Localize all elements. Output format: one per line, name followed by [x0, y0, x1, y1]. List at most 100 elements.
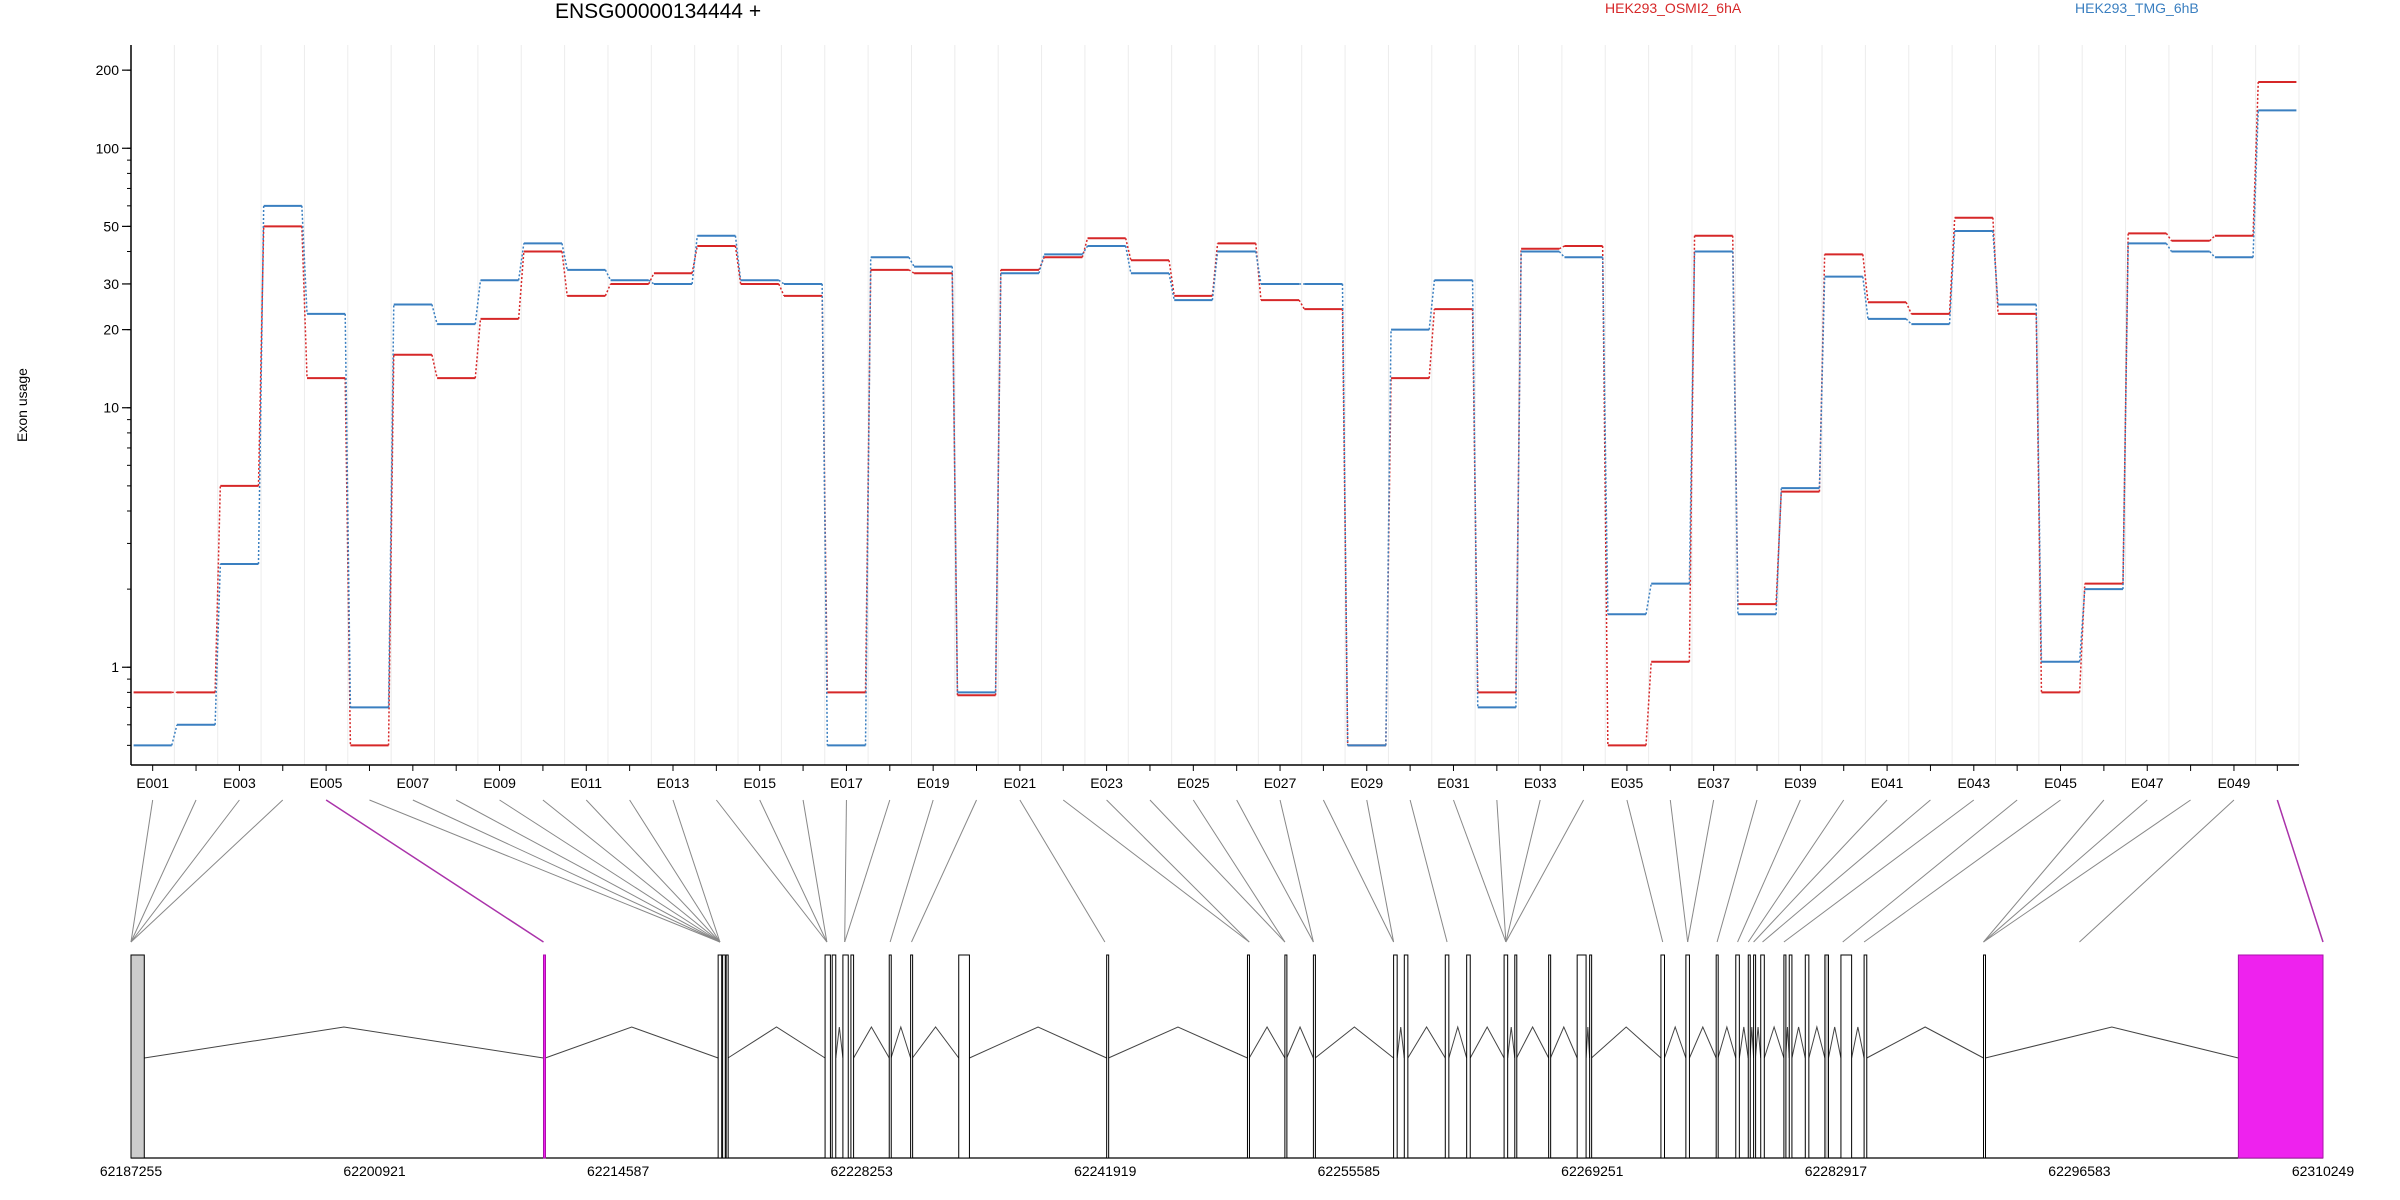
- series-connector: [1905, 318, 1912, 325]
- series-connector: [1601, 257, 1609, 615]
- genomic-position-label: 62214587: [587, 1163, 650, 1179]
- x-tick-label: E031: [1437, 775, 1470, 791]
- exon-box: [1760, 954, 1765, 1159]
- intron-line: [727, 1026, 826, 1059]
- series-connector: [561, 243, 568, 270]
- intron-line: [1516, 1025, 1550, 1059]
- series-connector: [561, 251, 568, 296]
- exon-connector: [1747, 799, 1845, 943]
- intron-line: [1738, 1026, 1749, 1059]
- legend-item-osmi2: HEK293_OSMI2_6hA: [1605, 0, 1742, 16]
- exon-box: [1788, 954, 1793, 1159]
- exon-connector: [1783, 799, 1975, 943]
- exon-box: [824, 954, 831, 1159]
- series-connector: [1168, 273, 1175, 301]
- exon-box: [958, 954, 970, 1159]
- series-connector: [171, 724, 178, 746]
- intron-line: [912, 1026, 960, 1059]
- intron-line: [1507, 1026, 1516, 1059]
- series-connector: [2035, 313, 2043, 693]
- x-tick-label: E049: [2218, 775, 2251, 791]
- series-connector: [1471, 280, 1479, 708]
- series-connector: [1298, 299, 1305, 310]
- intron-line: [1688, 1025, 1717, 1059]
- series-connector: [1255, 251, 1262, 285]
- exon-connector: [1279, 799, 1314, 943]
- intron-line: [1448, 1025, 1468, 1059]
- exon-connector: [1863, 799, 2061, 943]
- exon-box: [1503, 954, 1509, 1159]
- series-connector: [2078, 589, 2086, 662]
- genomic-position-label: 62228253: [831, 1163, 894, 1179]
- x-tick-label: E023: [1090, 775, 1123, 791]
- exon-connector: [1019, 799, 1106, 943]
- series-connector: [2209, 251, 2216, 258]
- exon-connector: [672, 799, 721, 943]
- intron-line: [1791, 1026, 1806, 1059]
- exon-connector: [759, 799, 828, 943]
- x-tick-label: E015: [743, 775, 776, 791]
- exon-box: [1824, 954, 1829, 1159]
- exon-connector: [715, 799, 828, 943]
- series-connector: [1601, 246, 1609, 746]
- intron-line: [1763, 1025, 1785, 1059]
- intron-line: [1754, 1026, 1762, 1059]
- series-connector: [1168, 260, 1175, 296]
- exon-connector: [499, 799, 721, 943]
- exon-connector: [1149, 799, 1286, 943]
- x-tick-label: E025: [1177, 775, 1210, 791]
- exon-connector: [1366, 799, 1395, 943]
- exon-box: [1783, 954, 1787, 1159]
- y-tick-label: 1: [111, 659, 119, 675]
- exon-box: [1863, 954, 1868, 1159]
- intron-line: [1396, 1026, 1405, 1059]
- exon-box: [1983, 954, 1987, 1159]
- intron-line: [1585, 1026, 1591, 1059]
- exon-box: [542, 954, 546, 1159]
- x-tick-label: E009: [483, 775, 516, 791]
- exon-connector: [1716, 799, 1758, 943]
- series-connector: [257, 226, 265, 486]
- exon-box: [2237, 954, 2324, 1159]
- intron-line: [1248, 1025, 1286, 1059]
- exon-box: [1840, 954, 1853, 1159]
- x-tick-label: E007: [396, 775, 429, 791]
- exon-box: [1246, 954, 1250, 1159]
- exon-connector: [2276, 799, 2324, 943]
- exon-connector: [1983, 799, 2148, 943]
- exon-connector: [1626, 799, 1664, 943]
- exon-box: [1548, 954, 1552, 1159]
- series-connector: [1688, 251, 1696, 584]
- exon-box: [1660, 954, 1665, 1159]
- exon-connector: [1983, 799, 2191, 943]
- exon-connector: [585, 799, 721, 943]
- x-tick-label: E029: [1350, 775, 1383, 791]
- intron-line: [1469, 1025, 1505, 1059]
- exon-box: [1685, 954, 1690, 1159]
- series-tmg: [133, 109, 2297, 747]
- exon-connector: [1496, 799, 1507, 943]
- series-connector: [994, 273, 1002, 693]
- series-connector: [2252, 81, 2259, 236]
- exon-box: [1393, 954, 1398, 1159]
- x-tick-label: E047: [2131, 775, 2164, 791]
- x-tick-label: E003: [223, 775, 256, 791]
- exon-connector: [1737, 799, 1801, 943]
- series-connector: [864, 257, 872, 746]
- exon-box: [1753, 954, 1757, 1159]
- series-connector: [1645, 583, 1652, 615]
- series-connector: [1948, 230, 1956, 325]
- exon-box: [722, 954, 726, 1159]
- genomic-position-label: 62310249: [2292, 1163, 2355, 1179]
- series-connector: [1558, 251, 1566, 258]
- genomic-position-label: 62269251: [1561, 1163, 1624, 1179]
- x-tick-label: E039: [1784, 775, 1817, 791]
- exon-box: [1804, 954, 1810, 1159]
- series-connector: [517, 251, 525, 319]
- x-tick-label: E021: [1004, 775, 1037, 791]
- series-connector: [1775, 488, 1783, 615]
- genomic-position-label: 62296583: [2048, 1163, 2111, 1179]
- exon-connector: [1192, 799, 1286, 943]
- exon-connector: [1322, 799, 1395, 943]
